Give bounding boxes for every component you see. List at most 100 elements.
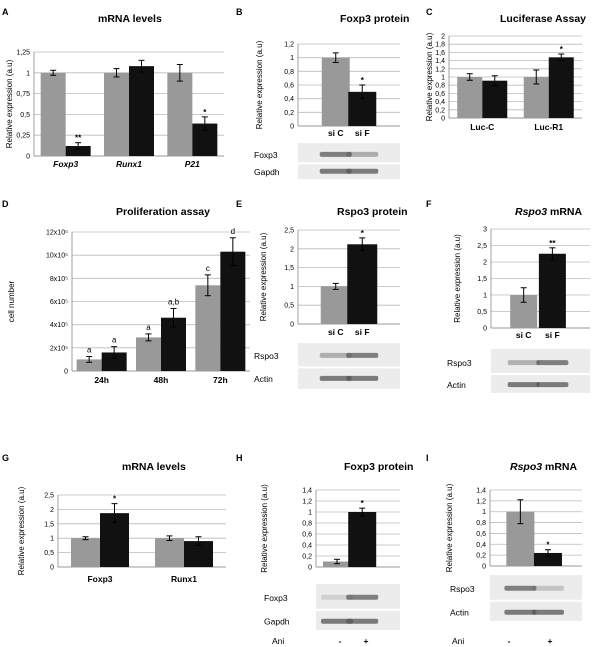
- blot-row-label: Gapdh: [264, 617, 290, 627]
- y-tick-label: 1,4: [476, 488, 486, 495]
- y-tick-label: 1: [308, 510, 312, 517]
- category-label: si F: [355, 128, 370, 138]
- y-tick-label: 0: [26, 154, 30, 161]
- lane-label: +: [364, 636, 369, 646]
- y-tick-label: 1: [482, 509, 486, 516]
- blot-band: [319, 151, 352, 157]
- y-tick-label: 2,5: [477, 243, 487, 250]
- blot-band: [319, 352, 352, 358]
- y-axis-label: Relative expression (a.u): [445, 483, 454, 572]
- y-tick-label: 0,2: [284, 110, 294, 117]
- category-label: Runx1: [116, 159, 142, 169]
- blot-image: [491, 349, 590, 393]
- y-tick-label: 0,2: [302, 554, 312, 561]
- bar: [167, 72, 193, 156]
- chart-title: Luciferase Assay: [500, 13, 586, 25]
- panel-letter: F: [426, 199, 432, 209]
- category-label: Luc-C: [470, 122, 494, 132]
- blot-image: [298, 343, 400, 389]
- significance-label: *: [361, 499, 365, 508]
- blot-band: [504, 609, 537, 615]
- chart-title: Foxp3 protein: [344, 461, 413, 473]
- y-tick-label: 1,5: [44, 521, 54, 528]
- lane-label: +: [548, 636, 553, 646]
- y-tick-label: 1: [483, 293, 487, 300]
- panel-letter: A: [2, 7, 9, 17]
- blot-band: [346, 375, 379, 381]
- blot-band: [319, 375, 352, 381]
- chart-title: Proliferation assay: [116, 206, 210, 218]
- y-tick-label: 2: [441, 34, 445, 41]
- blot-band: [319, 168, 352, 174]
- y-tick-label: 0,8: [476, 520, 486, 527]
- y-tick-label: 1,5: [477, 276, 487, 283]
- blot-band: [346, 352, 379, 358]
- y-tick-label: 1,6: [435, 50, 445, 57]
- y-tick-label: 1,2: [302, 499, 312, 506]
- bar: [104, 72, 129, 156]
- blot-row-label: Actin: [254, 374, 273, 384]
- bar: [71, 538, 100, 567]
- bar: [76, 359, 102, 371]
- significance-label: **: [75, 134, 82, 143]
- panel-c: C Luciferase Assay 0 0,20,40,60,81 1,21,41,6…: [425, 7, 586, 132]
- y-tick-label: 2: [50, 507, 54, 514]
- blot-band: [507, 360, 540, 366]
- bar: [457, 77, 483, 118]
- category-label: si C: [516, 330, 532, 340]
- blot-row-label: Foxp3: [264, 593, 288, 603]
- y-tick-label: 6x10⁵: [50, 299, 68, 306]
- treatment-label: Ani: [452, 636, 464, 646]
- panel-f: F Rspo3 mRNA 0 0,5 1 1,5 2 2,5 3 Relative express…: [426, 199, 590, 393]
- y-tick-label: 1,25: [16, 50, 30, 57]
- blot-band: [531, 609, 564, 615]
- significance-label: c: [206, 264, 210, 273]
- y-tick-label: 0,4: [435, 99, 445, 106]
- y-tick-label: 0: [482, 564, 486, 571]
- category-label: 24h: [94, 375, 109, 385]
- y-axis-label: Relative expression (a.u): [425, 32, 434, 121]
- blot-band: [346, 618, 379, 624]
- y-tick-label: 2,5: [44, 493, 54, 500]
- y-tick-label: 0,8: [435, 83, 445, 90]
- blot-row-label: Actin: [450, 608, 469, 618]
- panel-letter: D: [2, 199, 9, 209]
- bar: [40, 72, 66, 156]
- bar: [129, 66, 154, 156]
- significance-label: *: [113, 495, 117, 504]
- bar: [220, 251, 246, 371]
- panel-h: H Foxp3 protein 0 0,2 0,4 0,6 0,8 1 1,2 1,4 Relati…: [236, 453, 413, 646]
- treatment-label: Ani: [272, 636, 284, 646]
- y-tick-label: 1: [26, 70, 30, 77]
- blot-row-label: Foxp3: [254, 150, 278, 160]
- y-tick-label: 1,2: [435, 66, 445, 73]
- y-tick-label: 0,4: [284, 96, 294, 103]
- y-tick-label: 0,8: [284, 69, 294, 76]
- y-tick-label: 1: [50, 536, 54, 543]
- y-tick-label: 0,4: [476, 542, 486, 549]
- significance-label: *: [546, 541, 550, 550]
- blot-image: [298, 143, 400, 179]
- y-tick-label: 1: [290, 284, 294, 291]
- category-label: P21: [185, 159, 200, 169]
- significance-label: **: [549, 239, 556, 248]
- bar: [155, 538, 184, 567]
- panel-b: B Foxp3 protein 0 0,2 0,4 0,6 0,8 1 1,2 Relative …: [236, 7, 409, 179]
- blot-row-label: Gapdh: [254, 167, 280, 177]
- title-italic-part: Rspo3: [510, 461, 545, 473]
- y-tick-label: 0: [441, 116, 445, 123]
- blot-band: [346, 168, 379, 174]
- y-tick-label: 1: [441, 75, 445, 82]
- bar: [482, 80, 508, 118]
- bar: [320, 286, 351, 324]
- blot-row-label: Rspo3: [447, 358, 472, 368]
- significance-label: *: [361, 229, 365, 238]
- y-tick-label: 10x10⁵: [46, 253, 68, 260]
- y-tick-label: 1,4: [302, 488, 312, 495]
- title-text: mRNA: [550, 206, 583, 218]
- blot-band: [536, 360, 569, 366]
- blot-band: [321, 618, 353, 624]
